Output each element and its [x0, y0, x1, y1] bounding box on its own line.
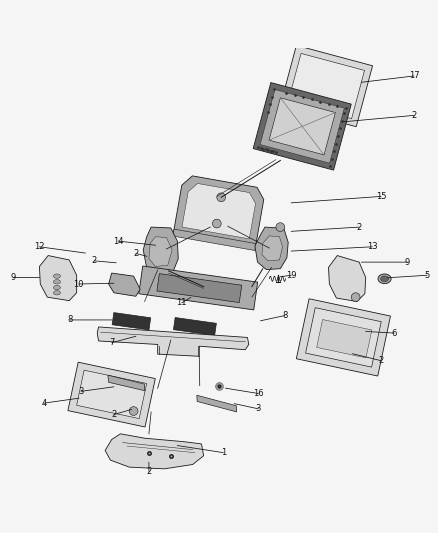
Text: 2: 2	[378, 356, 384, 365]
Circle shape	[276, 223, 285, 231]
Polygon shape	[182, 183, 255, 239]
Polygon shape	[77, 370, 147, 418]
Text: 15: 15	[376, 192, 386, 201]
Text: 2: 2	[92, 256, 97, 265]
Text: 19: 19	[286, 271, 297, 280]
Text: 2: 2	[357, 223, 362, 231]
Text: 5: 5	[424, 271, 430, 280]
Polygon shape	[297, 299, 391, 376]
Text: 3: 3	[78, 387, 84, 396]
Polygon shape	[173, 176, 264, 247]
Text: 9: 9	[405, 257, 410, 266]
Ellipse shape	[53, 280, 60, 284]
Circle shape	[212, 219, 221, 228]
Polygon shape	[317, 319, 372, 358]
Polygon shape	[269, 98, 336, 155]
Text: 10: 10	[74, 279, 84, 288]
Polygon shape	[288, 53, 364, 119]
Polygon shape	[97, 327, 249, 356]
Polygon shape	[109, 273, 140, 296]
Polygon shape	[173, 229, 256, 251]
Polygon shape	[328, 255, 366, 302]
Text: 4: 4	[41, 399, 46, 408]
Polygon shape	[260, 90, 344, 163]
Polygon shape	[262, 236, 283, 261]
Polygon shape	[306, 308, 381, 367]
Text: 14: 14	[113, 237, 124, 246]
Polygon shape	[143, 227, 178, 275]
Text: 2: 2	[111, 410, 117, 419]
Polygon shape	[197, 395, 237, 412]
Polygon shape	[105, 434, 204, 469]
Text: 1: 1	[221, 448, 226, 457]
Ellipse shape	[381, 276, 389, 281]
Ellipse shape	[53, 290, 60, 295]
Text: 7: 7	[109, 338, 114, 347]
Polygon shape	[253, 83, 351, 170]
Text: 13: 13	[367, 243, 378, 251]
Text: 2: 2	[146, 467, 152, 476]
Text: 2: 2	[133, 249, 138, 258]
Polygon shape	[139, 266, 258, 310]
Circle shape	[217, 193, 226, 201]
Text: 6: 6	[392, 328, 397, 337]
Text: 16: 16	[253, 389, 264, 398]
Ellipse shape	[53, 274, 60, 278]
Circle shape	[351, 293, 360, 302]
Text: 12: 12	[34, 243, 45, 251]
Text: 8: 8	[282, 311, 287, 320]
Polygon shape	[39, 255, 77, 301]
Text: 8: 8	[67, 316, 73, 325]
Text: 11: 11	[177, 298, 187, 308]
Polygon shape	[255, 227, 288, 270]
Polygon shape	[68, 362, 155, 427]
Text: 9: 9	[11, 273, 16, 282]
Ellipse shape	[53, 285, 60, 290]
Polygon shape	[280, 45, 373, 127]
Text: 17: 17	[409, 71, 419, 80]
Polygon shape	[157, 273, 242, 303]
Ellipse shape	[378, 274, 391, 284]
Polygon shape	[173, 318, 216, 335]
Polygon shape	[112, 312, 151, 330]
Polygon shape	[108, 375, 145, 391]
Polygon shape	[149, 237, 172, 266]
Text: 2: 2	[411, 111, 417, 120]
Text: 3: 3	[256, 405, 261, 414]
Circle shape	[129, 407, 138, 415]
